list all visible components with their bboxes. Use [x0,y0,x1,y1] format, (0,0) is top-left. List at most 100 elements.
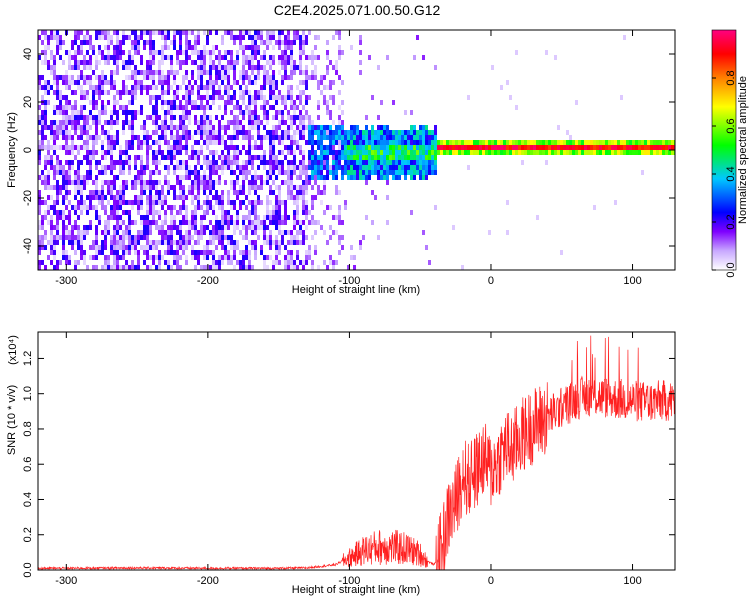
spectrogram-cell [296,165,299,170]
spectrogram-cell [269,245,272,250]
spectrogram-cell [242,145,245,150]
spectrogram-cell [179,160,182,165]
spectrogram-cell [71,165,74,170]
spectrogram-cell [281,140,284,145]
spectrogram-cell [212,235,215,240]
spectrogram-cell [329,145,332,150]
spectrogram-cell [80,205,83,210]
spectrogram-cell [476,150,479,155]
spectrogram-cell [191,190,194,195]
colorbar-gradient [711,29,737,271]
spectrogram-cell [83,115,86,120]
spectrogram-cell [179,220,182,225]
spectrogram-cell [50,185,53,190]
spectrogram-cell [221,135,224,140]
spectrogram-cell [203,65,206,70]
spectrogram-cell [269,200,272,205]
spectrogram-cell [89,175,92,180]
spectrogram-cell [212,240,215,245]
spectrogram-cell [239,120,242,125]
spectrogram-cell [158,230,161,235]
spectrogram-cell [536,140,539,145]
spectrogram-cell [320,190,323,195]
spectrogram-cell [56,85,59,90]
spectrogram-cell [146,60,149,65]
spectrogram-cell [119,235,122,240]
spectrogram-cell [95,35,98,40]
spectrogram-cell [113,140,116,145]
spectrogram-cell [98,170,101,175]
spectrogram-cell [137,45,140,50]
spectrogram-cell [209,175,212,180]
spectrogram-cell [419,160,422,165]
spectrogram-cell [68,100,71,105]
spectrogram-cell [65,105,68,110]
spectrogram-cell [194,60,197,65]
spectrogram-cell [326,265,329,270]
spectrogram-cell [551,140,554,145]
spectrogram-cell [422,125,425,130]
spectrogram-cell [230,60,233,65]
spectrogram-cell [509,95,512,100]
spectrogram-cell [152,30,155,35]
spectrogram-cell [89,40,92,45]
spectrogram-cell [293,135,296,140]
spectrogram-cell [206,125,209,130]
spectrogram-cell [296,195,299,200]
spectrogram-cell [101,185,104,190]
spectrogram-cell [584,140,587,145]
spectrogram-cell [170,205,173,210]
spectrogram-cell [596,140,599,145]
spectrogram-cell [254,90,257,95]
spectrogram-cell [116,120,119,125]
spectrogram-cell [260,200,263,205]
spectrogram-cell [503,145,506,150]
spectrogram-cell [257,135,260,140]
spectrogram-cell [47,60,50,65]
spectrogram-cell [98,110,101,115]
spectrogram-cell [266,235,269,240]
spectrogram-cell [302,195,305,200]
spectrogram-cell [245,150,248,155]
spectrogram-cell [110,245,113,250]
spectrogram-cell [62,220,65,225]
spectrogram-cell [122,40,125,45]
spectrogram-cell [233,155,236,160]
spectrogram-cell [368,175,371,180]
spectrogram-cell [53,245,56,250]
spectrogram-cell [110,265,113,270]
spectrogram-cell [194,210,197,215]
spectrogram-cell [287,215,290,220]
spectrogram-cell [149,60,152,65]
spectrogram-cell [416,140,419,145]
spectrogram-cell [140,200,143,205]
spectrogram-cell [404,150,407,155]
spectrogram-cell [200,150,203,155]
spectrogram-cell [461,140,464,145]
spectrogram-cell [122,35,125,40]
spectrogram-cell [392,145,395,150]
spectrogram-cell [278,120,281,125]
spectrogram-cell [116,30,119,35]
spectrogram-cell [101,140,104,145]
spectrogram-cell [182,185,185,190]
spectrogram-cell [185,75,188,80]
spectrogram-cell [143,140,146,145]
spectrogram-cell [494,145,497,150]
spectrogram-cell [77,110,80,115]
spectrogram-cell [278,150,281,155]
spectrogram-cell [101,250,104,255]
spectrogram-cell [104,255,107,260]
spectrogram-cell [227,225,230,230]
spectrogram-cell [290,100,293,105]
spectrogram-cell [155,85,158,90]
spectrogram-cell [215,220,218,225]
spectrogram-cell [326,130,329,135]
spectrogram-cell [116,240,119,245]
spectrogram-cell [293,215,296,220]
spectrogram-cell [176,255,179,260]
spectrogram-cell [188,110,191,115]
spectrogram-cell [164,220,167,225]
spectrogram-cell [521,140,524,145]
spectrogram-cell [365,160,368,165]
